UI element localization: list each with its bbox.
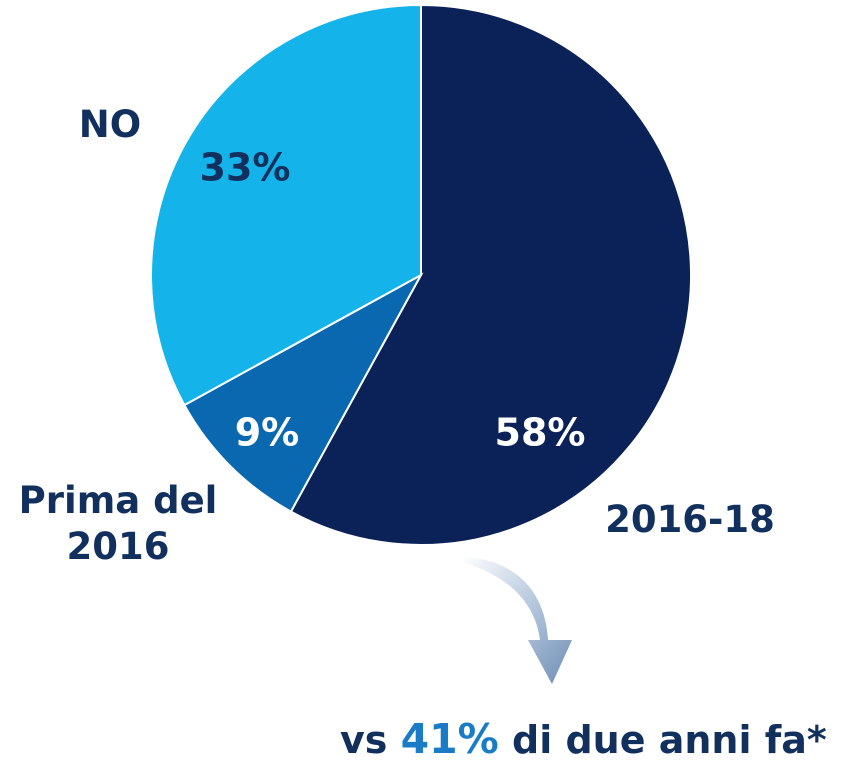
category-label: NO (78, 103, 142, 146)
value-label: 9% (235, 411, 300, 455)
annotation-suffix: di due anni fa* (512, 718, 827, 761)
category-label: 2016-18 (605, 498, 775, 541)
annotation-prefix: vs (340, 718, 388, 761)
category-label: Prima del 2016 (18, 479, 218, 568)
pie-slice (183, 272, 424, 513)
arrow (462, 556, 572, 684)
value-label: 33% (200, 146, 291, 190)
annotation: vs 41% di due anni fa* (340, 715, 827, 761)
value-label: 58% (495, 411, 586, 455)
pie (150, 3, 692, 546)
annotation-highlight: 41% (400, 715, 499, 761)
pie-slice (150, 3, 422, 407)
pie-slice (289, 3, 692, 546)
